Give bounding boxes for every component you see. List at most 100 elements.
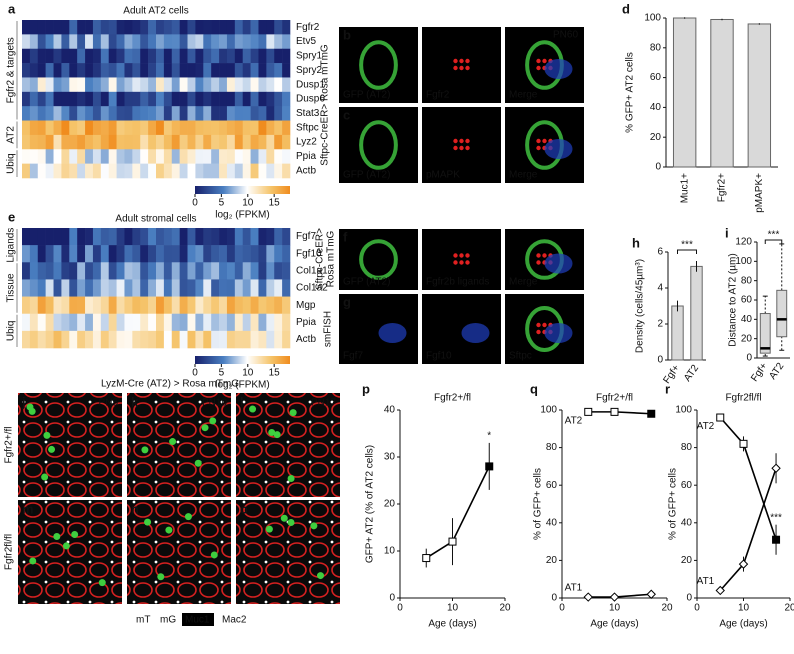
heatmap-cell (163, 296, 173, 315)
heatmap-cell (171, 313, 180, 332)
heatmap-cell (116, 330, 125, 349)
heatmap-cell (266, 149, 275, 164)
heatmap-cell (77, 63, 86, 78)
channel-label: Merge (509, 170, 538, 181)
heatmap-cell (61, 48, 70, 64)
heatmap-cell (69, 48, 78, 64)
heatmap-cell (211, 163, 220, 179)
heatmap-cell (85, 120, 94, 136)
micrograph (339, 229, 418, 290)
heatmap-cell (69, 245, 78, 263)
channel-label: GFP (AT2) (343, 90, 390, 101)
heatmap-cell (179, 20, 188, 35)
heatmap-cell (132, 34, 141, 50)
heatmap-cell (92, 262, 102, 280)
heatmap-cell (61, 63, 70, 78)
heatmap-cell (92, 20, 102, 35)
heatmap-cell (250, 245, 259, 263)
micrograph (422, 27, 501, 103)
heatmap-cell (69, 296, 78, 315)
heatmap-cell (100, 245, 110, 263)
gfp-cell (210, 551, 218, 559)
heatmap-cell (226, 34, 236, 50)
heatmap-cell (156, 149, 165, 164)
y-tick-label: 0 (551, 593, 557, 604)
heatmap-cell (124, 245, 133, 263)
heatmap-cell (195, 149, 204, 164)
heatmap-cell (171, 20, 180, 35)
heatmap-cell (108, 228, 117, 246)
marker (739, 439, 748, 448)
heatmap-cell (53, 63, 62, 78)
heatmap-cell (92, 48, 102, 64)
heatmap-cell (187, 330, 196, 349)
y-tick-label: 2 (657, 319, 663, 330)
heatmap-cell (171, 149, 180, 164)
heatmap-cell (29, 91, 39, 107)
gfp-cell (165, 526, 173, 534)
heatmap-cell (22, 330, 31, 349)
heatmap-cell (148, 91, 157, 107)
marker (738, 559, 749, 569)
heatmap-cell (250, 48, 259, 64)
series-label: AT1 (697, 576, 715, 587)
micrograph (422, 229, 501, 290)
heatmap-cell (203, 330, 212, 349)
signal-dot (536, 145, 541, 151)
heatmap-cell (258, 163, 267, 179)
heatmap-cell (92, 245, 102, 263)
heatmap-cell (156, 77, 165, 93)
gfp-cell (169, 438, 177, 446)
heatmap-cell (171, 77, 180, 93)
heatmap-cell (148, 313, 157, 332)
heatmap-cell (77, 245, 86, 263)
heatmap-cell (45, 163, 54, 179)
signal-dot (453, 138, 458, 144)
heatmap-cell (187, 34, 196, 50)
marker (716, 413, 725, 422)
heatmap-cell (163, 313, 173, 332)
heatmap-cell (108, 149, 117, 164)
heatmap-cell (116, 245, 125, 263)
heatmap-cell (77, 134, 86, 150)
heatmap-cell (108, 163, 117, 179)
heatmap-cell (132, 91, 141, 107)
heatmap-cell (211, 245, 220, 263)
x-tick-label: 10 (738, 603, 750, 614)
heatmap-cell (148, 20, 157, 35)
heatmap-cell (22, 296, 31, 315)
marker (584, 407, 593, 416)
heatmap-cell (156, 63, 165, 78)
heatmap-cell (85, 330, 94, 349)
heatmap-cell (69, 163, 78, 179)
heatmap-cell (219, 134, 228, 150)
colorbar-tick-label: 5 (219, 368, 225, 379)
heatmap-cell (100, 91, 110, 107)
heatmap-cell (203, 63, 212, 78)
heatmap-cell (171, 48, 180, 64)
heatmap-cell (219, 262, 228, 280)
y-tick-label: 40 (384, 405, 396, 416)
heatmap-cell (187, 149, 196, 164)
heatmap-cell (274, 77, 283, 93)
heatmap-cell (148, 228, 157, 246)
heatmap-cell (195, 63, 204, 78)
annotation: * (487, 431, 491, 442)
y-tick-label: 20 (681, 555, 693, 566)
y-tick-label: 100 (644, 13, 661, 24)
heatmap-cell (234, 149, 244, 164)
heatmap-cell (226, 262, 236, 280)
heatmap-cell (226, 106, 236, 121)
heatmap-cell (203, 120, 212, 136)
heatmap-cell (282, 245, 291, 263)
heatmap-cell (140, 163, 149, 179)
heatmap-cell (156, 20, 165, 35)
heatmap-cell (266, 313, 275, 332)
heatmap-cell (195, 228, 204, 246)
heatmap-cell (203, 279, 212, 297)
heatmap-cell (250, 296, 259, 315)
heatmap-cell (163, 48, 173, 64)
colorbar-tick-label: 0 (192, 368, 198, 379)
heatmap-cell (187, 77, 196, 93)
heatmap-cell (211, 149, 220, 164)
